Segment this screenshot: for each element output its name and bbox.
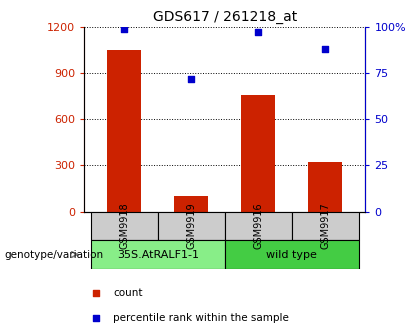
- Bar: [308, 162, 342, 212]
- Bar: [158, 212, 225, 240]
- Bar: [225, 240, 359, 269]
- Text: GSM9916: GSM9916: [253, 203, 263, 249]
- Bar: [225, 212, 292, 240]
- Bar: [174, 196, 208, 212]
- Text: percentile rank within the sample: percentile rank within the sample: [113, 313, 289, 323]
- Bar: [91, 212, 158, 240]
- Bar: [241, 95, 275, 212]
- Text: GSM9918: GSM9918: [119, 203, 129, 249]
- Text: genotype/variation: genotype/variation: [4, 250, 103, 259]
- Point: [92, 316, 99, 321]
- Bar: [91, 240, 225, 269]
- Point: [255, 30, 262, 35]
- Text: wild type: wild type: [266, 250, 317, 259]
- Point: [322, 46, 328, 52]
- Text: GSM9917: GSM9917: [320, 203, 330, 249]
- Point: [188, 76, 194, 81]
- Bar: [292, 212, 359, 240]
- Point: [121, 26, 128, 32]
- Title: GDS617 / 261218_at: GDS617 / 261218_at: [152, 10, 297, 25]
- Text: GSM9919: GSM9919: [186, 203, 196, 249]
- Bar: [108, 50, 141, 212]
- Point: [92, 290, 99, 295]
- Text: 35S.AtRALF1-1: 35S.AtRALF1-1: [117, 250, 199, 259]
- Text: count: count: [113, 288, 143, 298]
